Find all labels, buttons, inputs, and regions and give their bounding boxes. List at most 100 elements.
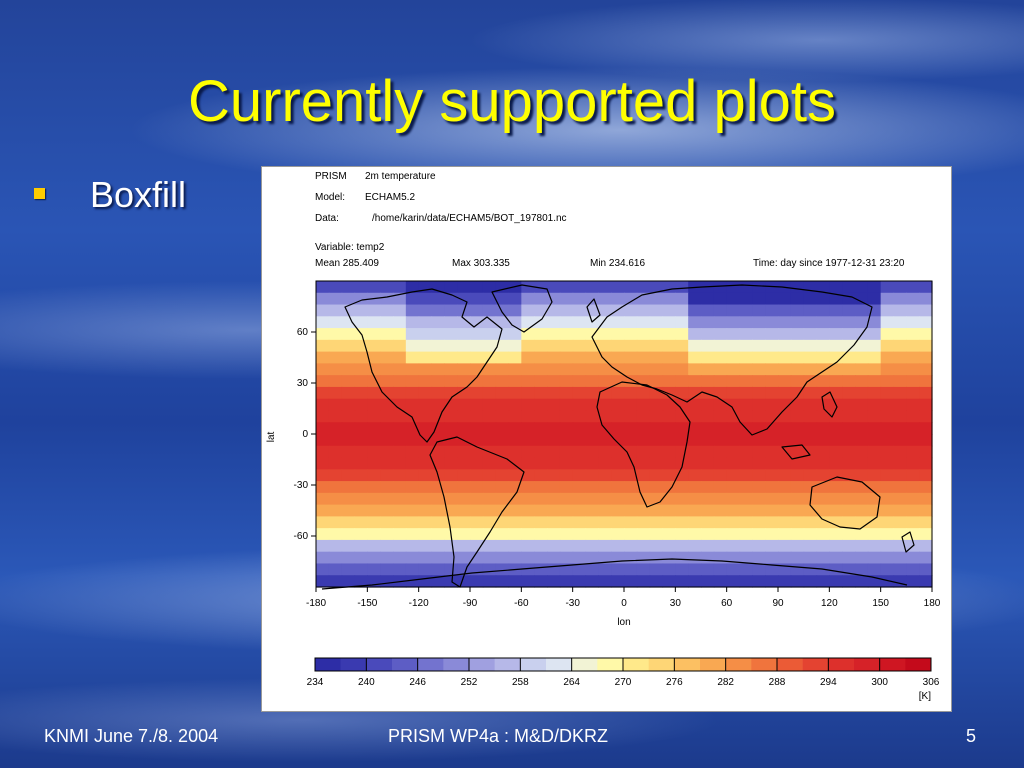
boxfill-cell xyxy=(405,539,420,553)
boxfill-cell xyxy=(521,551,535,565)
boxfill-cell xyxy=(790,445,805,459)
boxfill-cell xyxy=(508,516,522,529)
boxfill-cell xyxy=(624,445,638,459)
boxfill-cell xyxy=(341,481,356,494)
boxfill-cell xyxy=(765,304,779,317)
boxfill-cell xyxy=(393,457,407,470)
colorbar-swatch xyxy=(469,658,495,671)
boxfill-cell xyxy=(444,469,458,482)
boxfill-cell xyxy=(495,398,510,412)
boxfill-cell xyxy=(444,516,458,529)
boxfill-cell xyxy=(790,492,805,506)
colorbar-tick-label: 246 xyxy=(409,677,426,688)
boxfill-cell xyxy=(431,434,445,447)
boxfill-cell xyxy=(790,363,805,376)
boxfill-cell xyxy=(803,434,818,447)
boxfill-cell xyxy=(470,528,484,541)
boxfill-cell xyxy=(611,504,625,517)
boxfill-cell xyxy=(867,339,882,353)
boxfill-cell xyxy=(649,528,664,541)
boxfill-cell xyxy=(559,363,574,376)
boxfill-cell xyxy=(713,481,728,494)
boxfill-cell xyxy=(316,351,330,364)
boxfill-cell xyxy=(559,563,574,576)
boxfill-cell xyxy=(649,304,664,317)
boxfill-cell xyxy=(726,434,741,447)
boxfill-cell xyxy=(880,492,895,506)
boxfill-cell xyxy=(559,504,574,517)
boxfill-cell xyxy=(393,492,407,506)
boxfill-cell xyxy=(765,386,779,400)
boxfill-cell xyxy=(713,575,728,588)
boxfill-cell xyxy=(328,363,343,376)
colorbar-swatch xyxy=(828,658,855,671)
footer-date: KNMI June 7./8. 2004 xyxy=(44,726,219,746)
boxfill-cell xyxy=(431,386,445,400)
boxfill-cell xyxy=(662,281,676,294)
boxfill-cell xyxy=(367,434,381,447)
x-tick-label: -90 xyxy=(463,598,478,609)
boxfill-cell xyxy=(701,292,715,306)
boxfill-cell xyxy=(508,469,522,482)
boxfill-cell xyxy=(649,516,664,529)
boxfill-cell xyxy=(316,363,330,376)
boxfill-cell xyxy=(444,410,458,423)
boxfill-cell xyxy=(829,410,843,423)
boxfill-cell xyxy=(739,363,753,376)
boxfill-cell xyxy=(585,292,599,306)
boxfill-cell xyxy=(739,339,753,353)
header-prism-label: PRISM xyxy=(315,171,347,182)
boxfill-cell xyxy=(521,492,535,506)
boxfill-cell xyxy=(341,563,356,576)
boxfill-cell xyxy=(765,434,779,447)
boxfill-cell xyxy=(688,398,702,412)
boxfill-cell xyxy=(906,516,920,529)
boxfill-cell xyxy=(457,386,471,400)
boxfill-cell xyxy=(855,304,869,317)
boxfill-cell xyxy=(726,469,741,482)
boxfill-cell xyxy=(598,351,612,364)
boxfill-cell xyxy=(585,281,599,294)
boxfill-cell xyxy=(598,410,612,423)
boxfill-cell xyxy=(393,469,407,482)
boxfill-cell xyxy=(405,398,420,412)
boxfill-cell xyxy=(418,422,433,435)
boxfill-cell xyxy=(354,363,368,376)
boxfill-cell xyxy=(354,481,368,494)
boxfill-cell xyxy=(559,339,574,353)
x-tick-label: -60 xyxy=(514,598,529,609)
boxfill-cell xyxy=(341,422,356,435)
boxfill-cell xyxy=(470,304,484,317)
boxfill-cell xyxy=(816,504,830,517)
boxfill-cell xyxy=(713,563,728,576)
boxfill-cell xyxy=(662,351,676,364)
colorbar-swatch xyxy=(725,658,752,671)
boxfill-cell xyxy=(572,292,587,306)
boxfill-cell xyxy=(482,375,497,388)
colorbar-tick-label: 258 xyxy=(512,677,529,688)
boxfill-cell xyxy=(919,304,933,317)
y-tick-label: -60 xyxy=(294,531,309,542)
boxfill-cell xyxy=(906,528,920,541)
boxfill-cell xyxy=(752,281,766,294)
x-tick-label: -120 xyxy=(409,598,429,609)
boxfill-cell xyxy=(829,504,843,517)
boxfill-cell xyxy=(893,481,907,494)
header-min: Min 234.616 xyxy=(590,258,645,269)
boxfill-cell xyxy=(354,528,368,541)
boxfill-cell xyxy=(893,551,907,565)
boxfill-cell xyxy=(354,539,368,553)
boxfill-cell xyxy=(328,398,343,412)
boxfill-cell xyxy=(880,398,895,412)
y-axis-label: lat xyxy=(266,431,277,442)
boxfill-cell xyxy=(867,316,882,329)
boxfill-cell xyxy=(765,528,779,541)
boxfill-cell xyxy=(611,328,625,341)
boxfill-cell xyxy=(816,292,830,306)
boxfill-cell xyxy=(611,351,625,364)
boxfill-cell xyxy=(675,481,689,494)
boxfill-cell xyxy=(470,492,484,506)
boxfill-cell xyxy=(316,316,330,329)
boxfill-cell xyxy=(559,445,574,459)
plot-canvas: PRISM 2m temperature Model: ECHAM5.2 Dat… xyxy=(266,171,941,702)
